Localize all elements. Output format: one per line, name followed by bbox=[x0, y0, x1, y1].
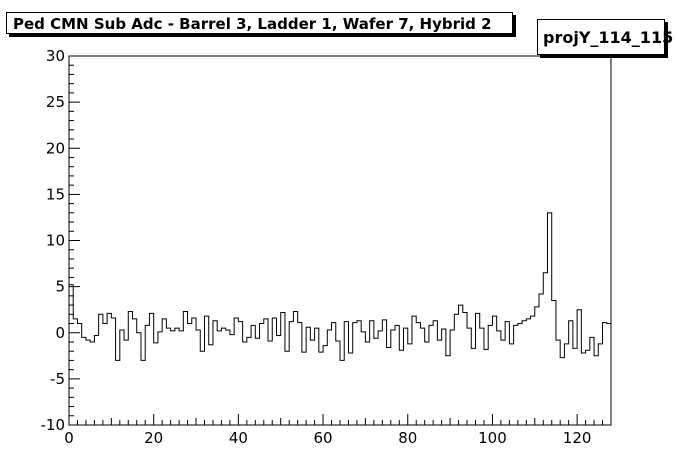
y-tick-label: 0 bbox=[55, 324, 65, 342]
y-tick-label: 15 bbox=[46, 185, 65, 203]
y-axis: -10 -5 0 5 10 15 20 25 30 bbox=[41, 47, 80, 434]
stats-label: projY_114_115 bbox=[543, 28, 674, 47]
histogram-line bbox=[69, 212, 611, 361]
y-tick-label: 30 bbox=[46, 47, 65, 65]
y-tick-label: 20 bbox=[46, 139, 65, 157]
y-tick-label: -5 bbox=[50, 370, 65, 388]
x-tick-label: 20 bbox=[144, 429, 163, 447]
x-tick-label: 100 bbox=[478, 429, 507, 447]
title-box: Ped CMN Sub Adc - Barrel 3, Ladder 1, Wa… bbox=[6, 12, 513, 34]
x-tick-label: 40 bbox=[229, 429, 248, 447]
y-tick-label: 5 bbox=[55, 278, 65, 296]
chart-title: Ped CMN Sub Adc - Barrel 3, Ladder 1, Wa… bbox=[13, 15, 492, 33]
y-tick-label: -10 bbox=[41, 416, 66, 434]
plot-frame bbox=[68, 55, 612, 426]
x-tick-label: 0 bbox=[64, 429, 74, 447]
stats-box: projY_114_115 bbox=[537, 19, 673, 55]
x-axis: 0 20 40 60 80 100 120 bbox=[64, 414, 612, 447]
x-tick-label: 60 bbox=[314, 429, 333, 447]
y-tick-label: 25 bbox=[46, 93, 65, 111]
x-tick-label: 120 bbox=[563, 429, 592, 447]
x-tick-label: 80 bbox=[398, 429, 417, 447]
y-tick-label: 10 bbox=[46, 232, 65, 250]
